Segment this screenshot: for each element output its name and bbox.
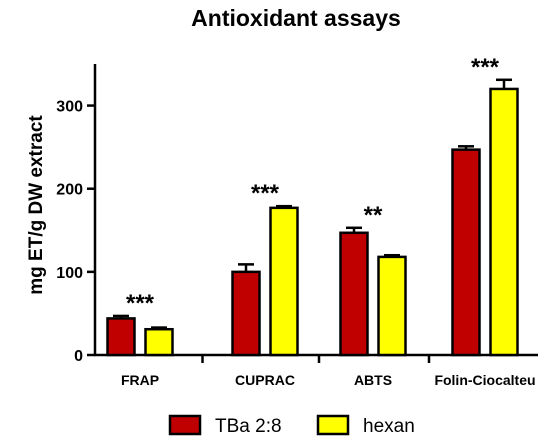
y-tick-label: 100 xyxy=(56,265,83,282)
significance-label: *** xyxy=(471,54,500,81)
x-tick-label: Folin-Ciocalteu xyxy=(434,372,535,388)
bar xyxy=(451,148,481,357)
plot-area: 0 100 200 300 FRAP *** CUPRAC *** ABTS ** Folin-Ci… xyxy=(56,54,538,388)
bar xyxy=(144,327,174,357)
y-tick-label: 200 xyxy=(56,182,83,199)
legend: TBa 2:8 hexan xyxy=(168,414,415,437)
bar xyxy=(231,270,261,357)
x-tick-label: ABTS xyxy=(354,372,392,388)
legend-label: TBa 2:8 xyxy=(215,416,282,437)
bar xyxy=(377,255,407,357)
bar xyxy=(339,231,369,357)
significance-label: ** xyxy=(364,202,383,229)
y-tick-label: 300 xyxy=(56,99,83,116)
chart-title: Antioxidant assays xyxy=(191,5,401,31)
significance-label: *** xyxy=(251,180,280,207)
legend-label: hexan xyxy=(363,416,415,437)
x-tick-label: CUPRAC xyxy=(235,372,295,388)
bar xyxy=(269,206,299,357)
significance-label: *** xyxy=(126,290,155,317)
bar xyxy=(489,87,519,357)
legend-swatch xyxy=(168,414,202,436)
y-axis-label: mg ET/g DW extract xyxy=(26,115,47,295)
x-tick-label: FRAP xyxy=(121,372,159,388)
bar xyxy=(106,317,136,357)
y-tick-label: 0 xyxy=(74,348,83,365)
legend-swatch xyxy=(316,414,350,436)
